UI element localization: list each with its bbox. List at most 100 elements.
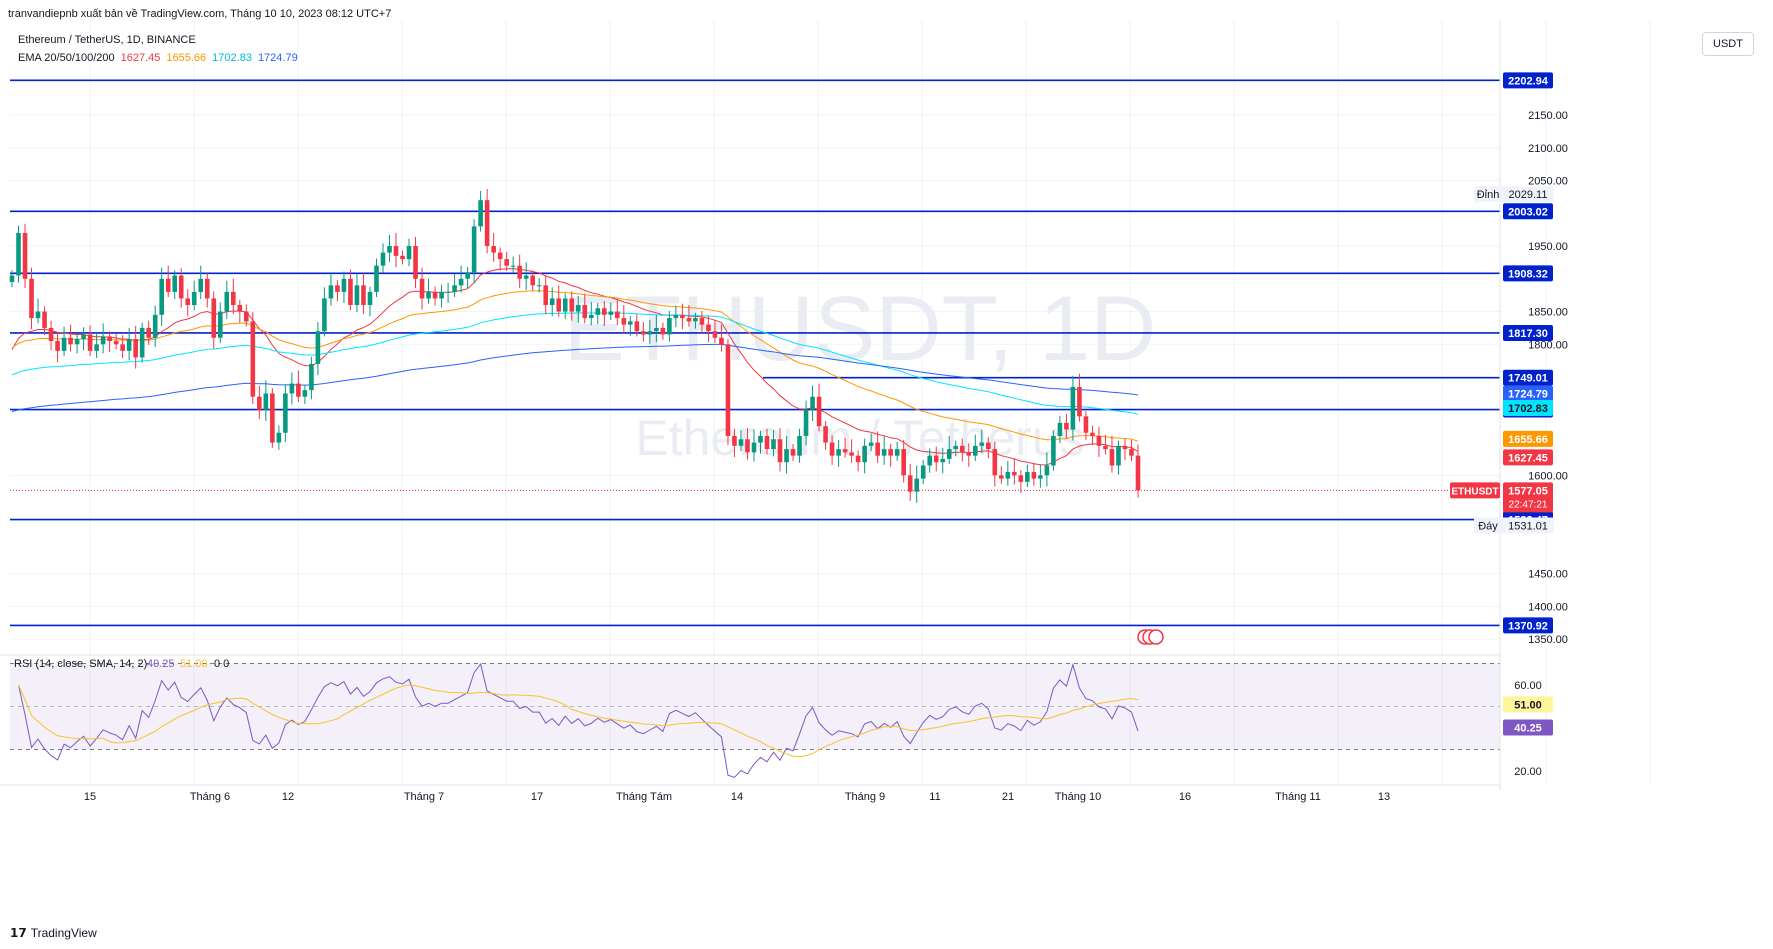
candle-body[interactable] xyxy=(55,341,60,351)
candle-body[interactable] xyxy=(992,449,998,476)
candle-body[interactable] xyxy=(986,442,991,450)
candle-body[interactable] xyxy=(1116,445,1121,466)
candle-body[interactable] xyxy=(419,278,425,299)
candle-body[interactable] xyxy=(1090,432,1095,437)
candle-body[interactable] xyxy=(699,318,705,325)
candle-body[interactable] xyxy=(380,252,386,266)
event-flag-icon[interactable] xyxy=(1148,629,1164,645)
candle-body[interactable] xyxy=(322,298,327,332)
candle-body[interactable] xyxy=(126,339,132,351)
candle-body[interactable] xyxy=(276,432,282,443)
candle-body[interactable] xyxy=(204,278,210,299)
candle-body[interactable] xyxy=(953,445,959,450)
candle-body[interactable] xyxy=(81,334,86,340)
ema-legend[interactable]: EMA 20/50/100/200 1627.45 1655.66 1702.83 17… xyxy=(18,52,304,64)
horizontal-levels[interactable] xyxy=(10,79,1500,627)
candle-body[interactable] xyxy=(335,285,340,292)
candle-body[interactable] xyxy=(48,327,54,342)
candle-body[interactable] xyxy=(185,298,191,305)
candle-body[interactable] xyxy=(217,311,223,338)
candle-body[interactable] xyxy=(42,311,47,328)
candle-body[interactable] xyxy=(87,334,93,351)
candle-body[interactable] xyxy=(517,265,522,279)
candle-body[interactable] xyxy=(165,278,171,292)
candle-body[interactable] xyxy=(504,259,509,266)
candle-body[interactable] xyxy=(706,324,711,332)
candle-body[interactable] xyxy=(172,275,178,292)
candle-body[interactable] xyxy=(439,291,444,299)
candle-body[interactable] xyxy=(178,275,184,299)
price-axis[interactable]: 2150.00 2100.00 2050.00 1950.00 1850.00 1800.… xyxy=(1450,20,1568,790)
candle-body[interactable] xyxy=(920,465,926,479)
candle-body[interactable] xyxy=(289,383,295,394)
candle-body[interactable] xyxy=(406,246,412,260)
candle-body[interactable] xyxy=(348,278,353,305)
candle-body[interactable] xyxy=(868,442,874,446)
level-price-tag-bg[interactable] xyxy=(1503,369,1553,386)
candle-body[interactable] xyxy=(816,396,822,427)
candle-body[interactable] xyxy=(9,275,15,283)
rsi-pane[interactable]: RSI (14, close, SMA, 14, 2) 40.25 51.00 0 0… xyxy=(0,654,1553,778)
candle-body[interactable] xyxy=(1083,416,1089,433)
ema-price-tag-bg[interactable] xyxy=(1503,399,1553,416)
candle-body[interactable] xyxy=(29,278,34,319)
candle-body[interactable] xyxy=(113,341,119,345)
candle-body[interactable] xyxy=(933,455,939,463)
candle-body[interactable] xyxy=(354,285,360,305)
candle-body[interactable] xyxy=(888,449,893,456)
candle-body[interactable] xyxy=(790,449,796,456)
candle-body[interactable] xyxy=(1051,436,1056,466)
candle-body[interactable] xyxy=(836,449,841,456)
candle-body[interactable] xyxy=(1005,472,1011,479)
level-price-tag-bg[interactable] xyxy=(1503,203,1553,220)
candle-body[interactable] xyxy=(1044,465,1050,476)
candle-body[interactable] xyxy=(1077,386,1082,417)
candle-body[interactable] xyxy=(842,449,848,453)
candle-body[interactable] xyxy=(94,344,99,351)
candle-body[interactable] xyxy=(478,200,483,227)
candle-body[interactable] xyxy=(244,311,249,322)
candle-body[interactable] xyxy=(575,304,581,312)
candle-body[interactable] xyxy=(966,452,972,456)
candle-body[interactable] xyxy=(1038,475,1043,479)
candle-body[interactable] xyxy=(725,344,731,437)
candle-body[interactable] xyxy=(608,311,614,315)
candlesticks[interactable] xyxy=(9,189,1141,503)
candle-body[interactable] xyxy=(367,291,373,305)
candle-body[interactable] xyxy=(823,426,828,443)
candle-body[interactable] xyxy=(615,311,620,319)
candle-body[interactable] xyxy=(758,436,763,443)
candle-body[interactable] xyxy=(211,298,217,338)
candle-body[interactable] xyxy=(471,226,477,273)
candle-body[interactable] xyxy=(901,449,906,476)
candle-body[interactable] xyxy=(100,336,106,345)
candle-body[interactable] xyxy=(120,344,125,351)
candle-body[interactable] xyxy=(328,285,334,299)
rsi-legend[interactable]: RSI (14, close, SMA, 14, 2) xyxy=(14,658,147,670)
level-price-tag-bg[interactable] xyxy=(1503,617,1553,634)
candle-body[interactable] xyxy=(107,336,112,342)
candle-body[interactable] xyxy=(1122,445,1128,450)
candle-body[interactable] xyxy=(497,252,503,260)
candle-body[interactable] xyxy=(784,449,789,463)
candle-body[interactable] xyxy=(745,439,750,453)
candle-body[interactable] xyxy=(530,275,535,286)
candle-body[interactable] xyxy=(413,246,418,279)
candle-body[interactable] xyxy=(634,321,640,332)
candle-body[interactable] xyxy=(972,445,978,456)
candle-body[interactable] xyxy=(562,298,568,312)
candle-body[interactable] xyxy=(1070,386,1076,430)
time-axis[interactable]: 15 Tháng 6 12 Tháng 7 17 Tháng Tám 14 Tháng 9 11… xyxy=(0,629,1500,803)
candle-body[interactable] xyxy=(673,314,679,319)
candle-body[interactable] xyxy=(159,278,164,315)
candle-body[interactable] xyxy=(35,311,41,319)
symbol-tag-bg[interactable] xyxy=(1450,482,1500,499)
candle-body[interactable] xyxy=(484,200,490,247)
candle-body[interactable] xyxy=(1031,472,1037,479)
candle-body[interactable] xyxy=(595,308,601,315)
candle-body[interactable] xyxy=(654,327,659,332)
candle-body[interactable] xyxy=(771,439,776,450)
candle-body[interactable] xyxy=(543,285,549,305)
rsi-value-tag-bg[interactable] xyxy=(1503,696,1553,713)
candle-body[interactable] xyxy=(810,396,815,410)
